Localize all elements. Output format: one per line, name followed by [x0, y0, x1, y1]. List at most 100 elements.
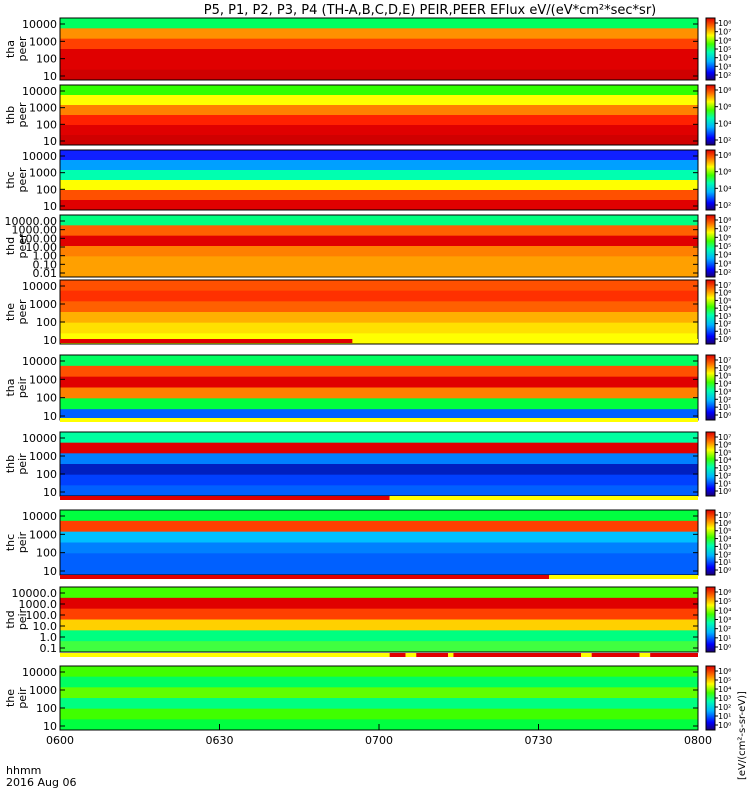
y-tick-label: 10 [43, 720, 57, 733]
spectrogram-band [60, 608, 698, 620]
y-tick-label: 1000 [29, 167, 57, 180]
x-tick-label: 0700 [365, 734, 393, 747]
spectrogram-band [60, 266, 698, 278]
spectrogram-band [60, 235, 698, 247]
spectrogram-band [60, 464, 698, 476]
panel-the-peir: 10000 1000 100 10 the peir 10⁶10⁵10⁴10³10²10¹1… [4, 665, 731, 733]
colorbar-tick-label: 10⁶ [718, 289, 731, 298]
y-tick-label: 100 [36, 468, 57, 481]
colorbar-tick-label: 10⁴ [718, 54, 731, 63]
spectrogram-band [60, 542, 698, 554]
colorbar-tick-label: 10² [718, 395, 731, 404]
spectrogram-band [60, 49, 698, 60]
mode-bar-segment [416, 653, 449, 657]
colorbar-tick-label: 10⁰ [718, 643, 731, 652]
colorbar [705, 509, 716, 576]
mode-bar-segment [352, 339, 698, 343]
y-tick-label: 10 [43, 410, 57, 423]
mode-bar-segment [389, 496, 698, 500]
spectrogram-band [60, 398, 698, 410]
spectrogram-band [60, 200, 698, 211]
panel-thc-peer: 10000 1000 100 10 thc peer 10⁸ 10⁶ 10⁴ 10² [4, 149, 731, 213]
colorbar-tick-label: 10⁴ [718, 535, 731, 544]
spectrogram-band [60, 105, 698, 116]
colorbar-tick-label: 10⁶ [718, 441, 731, 450]
x-axis-label-hhmm: hhmm [6, 764, 41, 777]
panel-species-label: peer [16, 233, 29, 259]
y-tick-label: 10 [43, 70, 57, 83]
colorbar-tick-label: 10² [718, 320, 731, 329]
y-tick-label: 10 [43, 565, 57, 578]
spectrogram-band [60, 641, 698, 653]
colorbar [705, 354, 716, 421]
spectrogram-band [60, 215, 698, 226]
panel-species-label: peer [16, 299, 29, 325]
y-tick-label: 100 [36, 118, 57, 131]
colorbar-tick-label: 10² [718, 703, 731, 712]
panel-probe-label: tha [4, 40, 17, 58]
spectrogram-band [60, 619, 698, 631]
mode-bar-segment [549, 575, 698, 579]
spectrogram-band [60, 365, 698, 378]
colorbar-tick-label: 10⁷ [718, 225, 731, 234]
spectrogram-band [60, 409, 698, 421]
colorbar-tick-label: 10⁷ [718, 511, 731, 520]
colorbar-tick-label: 10² [718, 268, 731, 277]
x-tick-label: 0630 [206, 734, 234, 747]
panel-species-label: peir [16, 453, 29, 475]
y-tick-label: 10000 [22, 666, 57, 679]
colorbar-tick-label: 10⁸ [718, 151, 731, 160]
panel-frame [59, 586, 699, 653]
colorbar-tick-label: 10⁶ [718, 168, 731, 177]
spectrogram-band [60, 442, 698, 454]
spectrogram-band [60, 280, 698, 292]
y-tick-label: 1000.00 [12, 224, 58, 237]
spectrogram-band [60, 85, 698, 96]
spectrogram-band [60, 432, 698, 444]
spectrogram-band [60, 301, 698, 313]
colorbar-tick-label: 10³ [718, 464, 731, 473]
colorbar-tick-label: 10³ [718, 694, 731, 703]
colorbar-tick-label: 10⁴ [718, 251, 731, 260]
spectrogram-band [60, 474, 698, 486]
colorbar-tick-label: 10³ [718, 259, 731, 268]
colorbar-tick-label: 10⁷ [718, 281, 731, 290]
colorbar-tick-label: 10⁴ [718, 380, 731, 389]
colorbar-tick-label: 10³ [718, 62, 731, 71]
spectrogram-band [60, 69, 698, 81]
panel-species-label: peir [16, 608, 29, 630]
spectrogram-band [60, 290, 698, 302]
y-tick-label: 100 [36, 547, 57, 560]
spectrogram-band [60, 246, 698, 257]
spectrogram-band [60, 322, 698, 334]
spectrogram-band [60, 28, 698, 40]
spectrogram-band [60, 708, 698, 720]
x-tick-label: 0730 [525, 734, 553, 747]
colorbar-tick-label: 10¹ [718, 558, 731, 567]
spectrogram-band [60, 38, 698, 50]
spectrogram-band [60, 355, 698, 367]
colorbar-tick-label: 10⁰ [718, 566, 731, 575]
spectrogram-band [60, 630, 698, 642]
y-tick-label: 1000 [29, 102, 57, 115]
colorbar [705, 149, 716, 211]
spectrogram-band [60, 376, 698, 388]
panel-frame [59, 17, 699, 81]
spectrogram-band [60, 180, 698, 191]
mode-bar-segment [60, 496, 390, 500]
spectrogram-band [60, 676, 698, 688]
colorbar-tick-label: 10⁴ [718, 184, 731, 193]
colorbar-tick-label: 10⁴ [718, 119, 731, 128]
y-tick-label: 100 [36, 183, 57, 196]
colorbar-tick-label: 10¹ [718, 712, 731, 721]
colorbar-tick-label: 10⁰ [718, 335, 731, 344]
mode-bar-segment [639, 653, 651, 657]
panel-frame [59, 214, 699, 278]
y-tick-label: 100 [36, 53, 57, 66]
colorbar-tick-label: 10⁵ [718, 597, 731, 606]
colorbar-tick-label: 10⁰ [718, 721, 731, 730]
